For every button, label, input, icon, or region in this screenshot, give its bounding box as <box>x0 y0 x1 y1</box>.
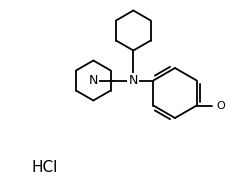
Text: HCl: HCl <box>31 160 58 175</box>
Text: N: N <box>89 74 98 87</box>
Text: O: O <box>217 101 225 111</box>
Text: N: N <box>129 74 138 87</box>
